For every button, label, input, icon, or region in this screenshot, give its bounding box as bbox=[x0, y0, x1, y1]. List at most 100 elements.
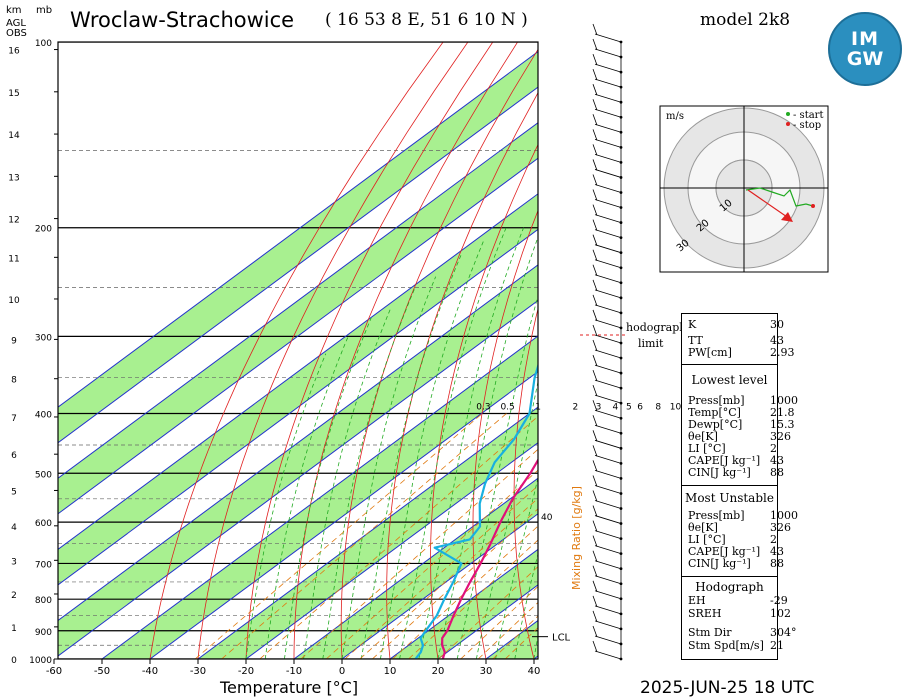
wind-barb bbox=[594, 244, 622, 254]
mixing-ratio-label: 8 bbox=[655, 402, 661, 412]
wind-barb bbox=[594, 394, 622, 404]
lcl-label: LCL bbox=[552, 633, 571, 644]
wind-barb bbox=[594, 123, 622, 133]
mb-axis-title: mb bbox=[36, 5, 53, 16]
agl-label: AGL bbox=[6, 18, 26, 29]
isotherm bbox=[58, 50, 538, 408]
plot-frame bbox=[57, 41, 539, 660]
km-tick-label: 16 bbox=[8, 47, 20, 57]
mixing-ratio-side-label: 40 bbox=[541, 513, 553, 523]
wind-barb-flag bbox=[592, 99, 598, 111]
logo-text-bottom: GW bbox=[846, 48, 884, 70]
barb-dot bbox=[619, 236, 623, 240]
pressure-tick-label: 1000 bbox=[29, 656, 52, 666]
wind-barb-flag bbox=[592, 279, 598, 291]
wind-barb bbox=[594, 274, 622, 284]
km-tick-label: 6 bbox=[11, 451, 17, 461]
wind-barb-flag bbox=[592, 400, 598, 412]
barb-dot bbox=[619, 221, 623, 224]
station-coordinates: ( 16 53 8 E, 51 6 10 N ) bbox=[325, 10, 528, 30]
isotherm bbox=[58, 122, 538, 479]
wind-barb bbox=[594, 93, 622, 103]
dry-adiabat bbox=[834, 42, 910, 659]
pressure-tick-label: 700 bbox=[35, 560, 52, 570]
pressure-tick-label: 400 bbox=[35, 410, 52, 420]
wind-barb bbox=[594, 515, 622, 524]
dry-adiabat bbox=[340, 48, 538, 659]
km-tick-label: 2 bbox=[11, 591, 17, 601]
wind-barb-flag bbox=[592, 159, 598, 171]
km-tick-label: 4 bbox=[11, 523, 17, 533]
wind-barb-flag bbox=[592, 204, 598, 216]
moist-adiabat bbox=[303, 308, 392, 659]
barb-dot bbox=[619, 191, 623, 194]
x-axis-title: Temperature [°C] bbox=[220, 678, 359, 697]
wind-barb-flag bbox=[592, 385, 598, 397]
mixing-ratio-line bbox=[372, 508, 538, 659]
isotherm bbox=[101, 335, 538, 659]
km-tick-label: 14 bbox=[8, 131, 20, 141]
wind-barb bbox=[594, 590, 622, 600]
dry-adiabat bbox=[386, 91, 538, 659]
unstable-row: CAPE[J kg⁻¹] 43 bbox=[688, 545, 784, 558]
x-tick-label: -50 bbox=[94, 666, 110, 677]
wind-barb-flag bbox=[592, 565, 598, 577]
hodograph-start-marker bbox=[786, 112, 790, 116]
mixing-ratio-line bbox=[221, 413, 507, 659]
unstable-row: θe[K] 326 bbox=[688, 521, 791, 534]
isotherm bbox=[149, 370, 538, 659]
km-tick-label: 0 bbox=[11, 656, 17, 666]
divider bbox=[682, 485, 777, 486]
x-tick-label: 10 bbox=[384, 666, 397, 677]
most-unstable-title: Most Unstable bbox=[685, 491, 774, 505]
unstable-row: LI [°C] 2 bbox=[688, 533, 777, 546]
mixing-ratio-label: 3 bbox=[596, 402, 602, 412]
mixing-ratio-label: 0.5 bbox=[500, 402, 514, 412]
km-tick-label: 7 bbox=[11, 414, 17, 424]
wind-barb-flag bbox=[592, 339, 598, 352]
dry-adiabat bbox=[865, 42, 910, 659]
wind-barb bbox=[594, 33, 622, 43]
moist-adiabat bbox=[245, 353, 327, 659]
wind-barb bbox=[594, 620, 622, 630]
wind-barb bbox=[594, 500, 622, 509]
pressure-tick-label: 300 bbox=[35, 333, 52, 343]
isotherm bbox=[389, 548, 538, 659]
wind-barb-flag bbox=[592, 114, 598, 126]
wind-barb bbox=[594, 605, 622, 615]
km-tick-label: 5 bbox=[11, 487, 17, 497]
wind-barb bbox=[594, 199, 622, 208]
wind-barb-flag bbox=[592, 369, 598, 382]
hodograph-stop-marker bbox=[786, 122, 790, 126]
obs-label: OBS bbox=[6, 28, 27, 39]
x-tick-label: -10 bbox=[286, 666, 302, 677]
isotherm bbox=[58, 299, 538, 657]
lowest-row: Press[mb] 1000 bbox=[688, 394, 798, 407]
wind-barb-flag bbox=[592, 53, 598, 66]
unstable-row: CIN[J kg⁻¹] 88 bbox=[688, 557, 784, 570]
wind-barb bbox=[594, 229, 622, 239]
dry-adiabat bbox=[430, 143, 538, 659]
km-tick-label: 3 bbox=[11, 557, 17, 567]
wind-barb-flag bbox=[592, 69, 598, 81]
hodograph-title: Hodograph bbox=[695, 580, 764, 594]
wind-barb-flag bbox=[592, 309, 598, 322]
wind-barb-flag bbox=[592, 38, 598, 51]
wind-barb bbox=[594, 379, 622, 389]
wind-barb-flag bbox=[592, 505, 598, 517]
hodo-row: Stm Spd[m/s] 21 bbox=[688, 639, 784, 652]
moist-adiabat bbox=[284, 317, 372, 659]
isotherm bbox=[197, 406, 538, 659]
wind-barb bbox=[594, 454, 622, 464]
index-row: TT 43 bbox=[688, 334, 784, 347]
wind-barb-flag bbox=[592, 490, 598, 502]
pressure-tick-label: 500 bbox=[35, 470, 52, 480]
green-isotherm-band bbox=[58, 264, 538, 657]
x-tick-label: 20 bbox=[432, 666, 445, 677]
moist-adiabat bbox=[476, 380, 538, 659]
isotherm bbox=[293, 477, 538, 659]
moist-adiabat bbox=[322, 287, 416, 659]
wind-barb bbox=[594, 289, 622, 299]
wind-barb bbox=[594, 319, 622, 329]
x-tick-label: -30 bbox=[190, 666, 206, 677]
